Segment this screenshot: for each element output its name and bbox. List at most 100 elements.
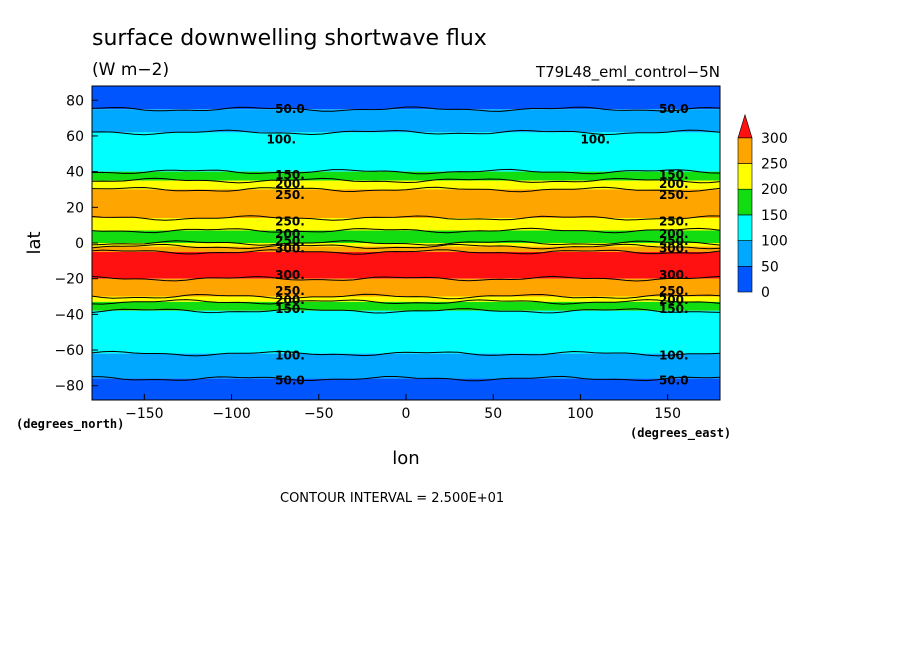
colorbar-label-2: 100 [761, 234, 788, 250]
contour-line-15 [91, 350, 721, 357]
contour-label-1: 50.0 [659, 102, 689, 116]
y-tick-label-8: 80 [66, 93, 84, 109]
contour-label-23: 200. [659, 293, 689, 307]
contour-label-12: 200. [275, 227, 305, 241]
contour-label-29: 50.0 [659, 373, 689, 387]
contour-lines [91, 106, 721, 382]
colorbar-label-4: 200 [761, 182, 788, 198]
band-14 [92, 310, 720, 354]
band-5 [92, 189, 720, 219]
band-9 [92, 246, 720, 252]
y-tick-label-3: −20 [54, 272, 84, 288]
colorbar-label-6: 300 [761, 131, 788, 147]
contour-line-14 [91, 308, 721, 314]
contour-line-5 [91, 186, 721, 193]
contour-label-16: 300. [275, 241, 305, 255]
y-axis-title: lat [24, 231, 45, 254]
contour-label-5: 150. [659, 168, 689, 182]
y-tick-label-0: −80 [54, 379, 84, 395]
y-tick-label-6: 40 [66, 165, 84, 181]
band-10 [92, 251, 720, 279]
y-axis: −80 −60 −40 −20 0 20 40 60 80 [54, 93, 98, 395]
band-15 [92, 353, 720, 379]
contour-label-10: 250. [275, 215, 305, 229]
contour-line-11 [91, 275, 721, 282]
contour-label-26: 100. [275, 348, 305, 362]
band-12 [92, 296, 720, 302]
band-2 [92, 132, 720, 172]
contour-label-17: 300. [659, 241, 689, 255]
band-6 [92, 218, 720, 231]
contour-line-6 [91, 215, 721, 221]
heatmap-bands [92, 86, 720, 400]
band-16 [92, 378, 720, 400]
contour-line-2 [91, 129, 721, 136]
run-label: T79L48_eml_control−5N [535, 63, 720, 82]
contour-line-8 [91, 240, 721, 246]
x-tick-label-5: 100 [567, 406, 594, 422]
contour-label-27: 100. [659, 348, 689, 362]
contour-line-12 [91, 293, 721, 300]
y-tick-label-7: 60 [66, 129, 84, 145]
x-tick-label-6: 150 [654, 406, 681, 422]
x-unit-label: (degrees_east) [630, 426, 731, 441]
contour-label-19: 300. [659, 268, 689, 282]
y-tick-label-4: 0 [75, 236, 84, 252]
colorbar-swatch-0 [737, 265, 753, 293]
contour-label-15: 250. [659, 234, 689, 248]
colorbar-swatch-4 [737, 163, 753, 190]
contour-label-14: 250. [275, 234, 305, 248]
colorbar-label-0: 0 [761, 285, 770, 301]
contour-label-3: 100. [580, 133, 610, 147]
contour-label-18: 300. [275, 268, 305, 282]
band-8 [92, 243, 720, 247]
chart-title: surface downwelling shortwave flux [92, 26, 487, 51]
colorbar-swatch-5 [737, 137, 753, 164]
x-tick-label-2: −50 [304, 406, 334, 422]
y-tick-label-5: 20 [66, 200, 84, 216]
colorbar-label-5: 250 [761, 157, 788, 173]
colorbar-label-3: 150 [761, 208, 788, 224]
contour-label-21: 250. [659, 284, 689, 298]
colorbar-label-1: 50 [761, 259, 779, 275]
contour-line-7 [91, 227, 721, 234]
contour-line-13 [91, 299, 721, 305]
band-0 [92, 86, 720, 110]
colorbar-swatch-3 [737, 188, 753, 216]
contour-label-6: 200. [275, 177, 305, 191]
y-tick-label-1: −60 [54, 343, 84, 359]
band-4 [92, 180, 720, 190]
contour-line-1 [91, 106, 721, 112]
band-13 [92, 301, 720, 311]
contour-label-22: 200. [275, 293, 305, 307]
contour-label-13: 200. [659, 227, 689, 241]
contour-line-10 [91, 249, 721, 255]
units-label: (W m−2) [92, 60, 169, 80]
x-tick-label-1: −100 [212, 406, 250, 422]
y-unit-label: (degrees_north) [16, 417, 124, 432]
contour-line-16 [91, 375, 721, 382]
contour-label-20: 250. [275, 284, 305, 298]
colorbar-swatch-2 [737, 214, 753, 241]
band-1 [92, 109, 720, 133]
contour-line-3 [91, 168, 721, 175]
contour-label-7: 200. [659, 177, 689, 191]
contour-label-11: 250. [659, 215, 689, 229]
contour-label-24: 150. [275, 302, 305, 316]
colorbar-overflow-arrow [737, 113, 753, 139]
band-3 [92, 171, 720, 181]
contour-label-2: 100. [266, 133, 296, 147]
x-axis: −150 −100 −50 0 50 100 150 [125, 394, 681, 422]
x-tick-label-4: 50 [484, 406, 502, 422]
colorbar-swatch-1 [737, 240, 753, 267]
y-tick-label-2: −40 [54, 307, 84, 323]
colorbar: 0 50 100 150 200 250 300 [737, 113, 788, 301]
x-tick-label-0: −150 [125, 406, 163, 422]
x-axis-title: lon [392, 448, 419, 469]
contour-label-0: 50.0 [275, 102, 305, 116]
x-tick-label-3: 0 [402, 406, 411, 422]
contour-interval-note: CONTOUR INTERVAL = 2.500E+01 [280, 491, 504, 506]
contour-label-4: 150. [275, 168, 305, 182]
